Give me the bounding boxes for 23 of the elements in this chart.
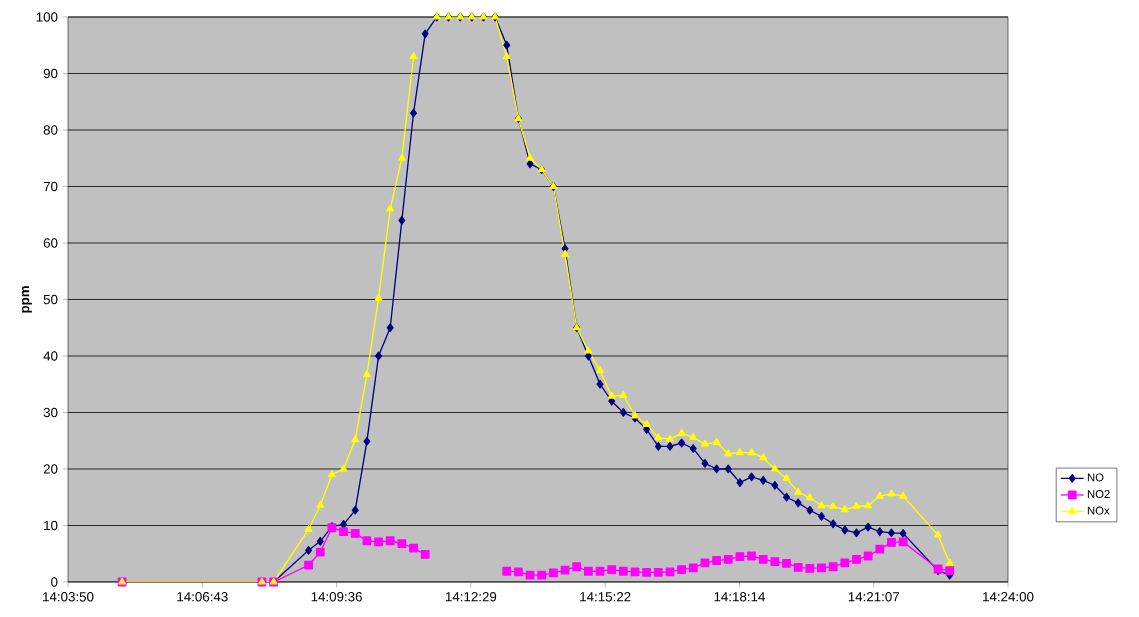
- y-tick-label: 10: [44, 520, 58, 531]
- x-tick-label: 14:12:29: [445, 592, 497, 602]
- y-tick-label: 30: [43, 407, 58, 418]
- y-tick-label: 90: [43, 68, 58, 79]
- x-tick-label: 14:18:14: [714, 592, 765, 602]
- legend-label: NO: [1087, 473, 1104, 482]
- y-tick-label: 50: [43, 294, 58, 305]
- x-tick-label: 14:03:50: [43, 592, 94, 602]
- legend-label: NOx: [1087, 506, 1110, 515]
- y-tick-label: 20: [43, 464, 58, 474]
- x-tick-label: 14:06:43: [177, 592, 228, 602]
- y-tick-label: 100: [36, 12, 58, 22]
- legend-label: NO2: [1087, 490, 1110, 499]
- y-tick-label: 70: [43, 181, 58, 192]
- x-tick-label: 14:15:22: [580, 592, 631, 602]
- x-tick-label: 14:21:07: [848, 592, 899, 602]
- y-tick-label: 40: [43, 351, 58, 361]
- x-tick-label: 14:24:00: [983, 592, 1034, 602]
- x-tick-label: 14:09:36: [311, 592, 362, 602]
- y-tick-label: 0: [51, 577, 58, 587]
- y-tick-label: 60: [43, 238, 58, 248]
- y-tick-label: 80: [43, 125, 58, 135]
- y-axis-title: ppm: [21, 286, 32, 313]
